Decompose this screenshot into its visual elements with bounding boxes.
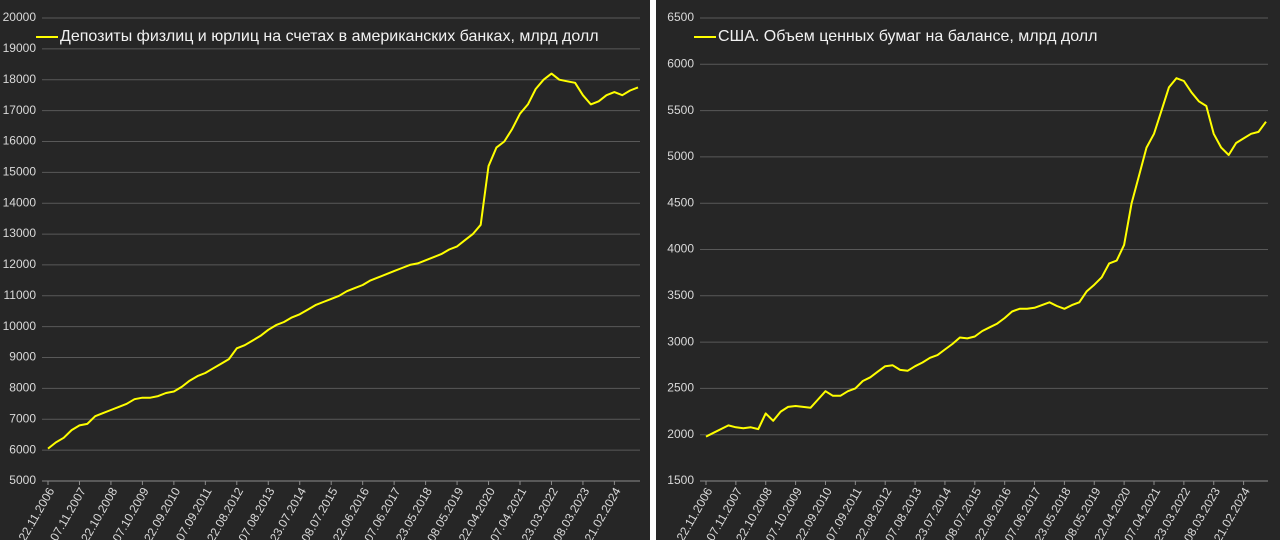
panel-right <box>656 0 1280 540</box>
y-tick-label: 13000 <box>3 226 37 240</box>
y-tick-label: 15000 <box>3 165 37 179</box>
y-tick-label: 5500 <box>667 103 694 117</box>
y-tick-label: 9000 <box>9 350 36 364</box>
y-tick-label: 4000 <box>667 242 694 256</box>
y-tick-label: 19000 <box>3 41 37 55</box>
y-tick-label: 20000 <box>3 10 37 24</box>
y-tick-label: 6000 <box>667 56 694 70</box>
y-tick-label: 2500 <box>667 381 694 395</box>
series-line <box>705 77 1267 438</box>
y-tick-label: 5000 <box>9 473 36 487</box>
y-tick-label: 3500 <box>667 288 694 302</box>
y-tick-label: 6000 <box>9 442 36 456</box>
y-tick-label: 2000 <box>667 427 694 441</box>
legend-label: США. Объем ценных бумаг на балансе, млрд… <box>718 28 1097 45</box>
y-tick-label: 10000 <box>3 319 37 333</box>
y-tick-label: 3000 <box>667 334 694 348</box>
y-tick-label: 5000 <box>667 149 694 163</box>
y-tick-label: 18000 <box>3 72 37 86</box>
y-tick-label: 17000 <box>3 103 37 117</box>
legend-label: Депозиты физлиц и юрлиц на счетах в амер… <box>60 28 599 45</box>
y-tick-label: 4500 <box>667 195 694 209</box>
y-tick-label: 11000 <box>4 288 37 302</box>
y-tick-label: 14000 <box>3 195 37 209</box>
y-tick-label: 1500 <box>667 473 694 487</box>
y-tick-label: 7000 <box>9 411 36 425</box>
y-tick-label: 8000 <box>9 381 36 395</box>
panel-left <box>0 0 650 540</box>
series-line <box>47 72 639 450</box>
y-tick-label: 16000 <box>3 134 37 148</box>
y-tick-label: 12000 <box>3 257 37 271</box>
y-tick-label: 6500 <box>667 10 694 24</box>
